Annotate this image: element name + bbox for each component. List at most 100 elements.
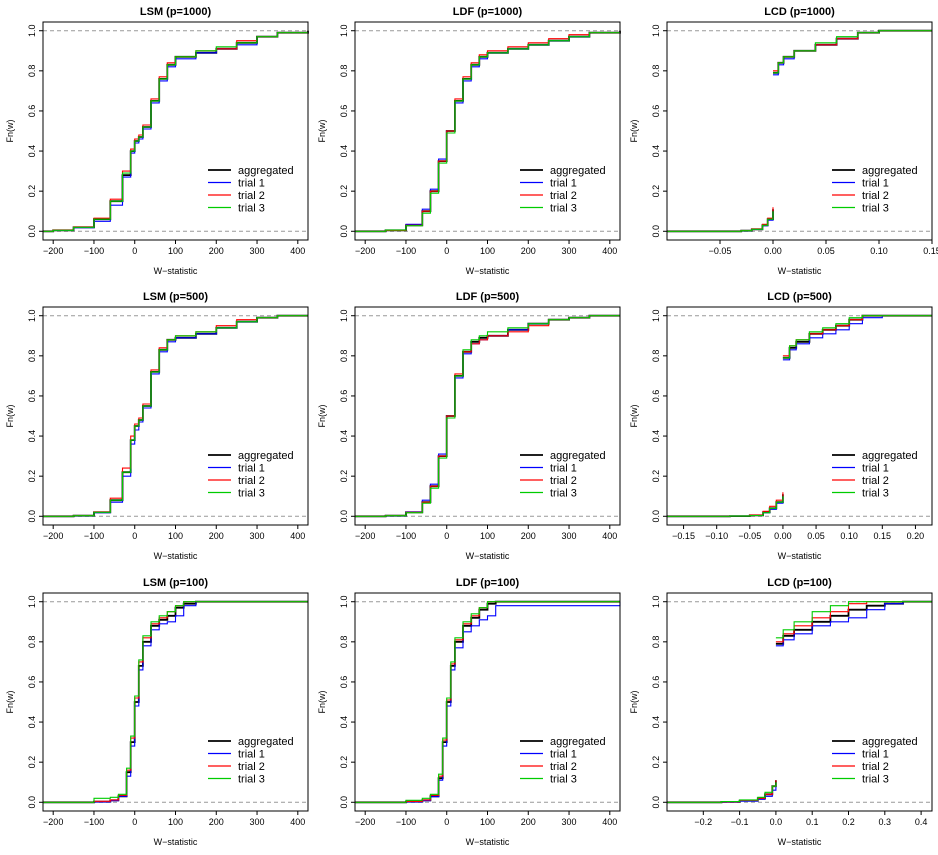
x-tick-label: 200 xyxy=(521,531,536,541)
y-tick-label: 0.2 xyxy=(651,470,661,483)
y-tick-label: 1.0 xyxy=(339,24,349,37)
series-line-aggregated xyxy=(667,29,932,233)
x-tick-label: 100 xyxy=(480,246,495,256)
legend-label: trial 2 xyxy=(862,190,889,202)
y-tick-label: 0.2 xyxy=(339,185,349,198)
legend-label: aggregated xyxy=(238,165,294,177)
y-tick-label: 0.6 xyxy=(651,390,661,403)
legend-label: trial 3 xyxy=(550,488,577,500)
x-tick-label: 0.20 xyxy=(907,531,925,541)
x-axis-label: W−statistic xyxy=(154,551,198,561)
series-line-trial-1 xyxy=(355,601,621,803)
series-line-trial-2 xyxy=(43,315,308,517)
panel-1: LSM (p=1000) −200 −100 0 100 200 300 400 0.0 0.2 0… xyxy=(5,6,309,276)
x-tick-label: 400 xyxy=(290,531,305,541)
y-tick-label: 0.8 xyxy=(651,350,661,363)
y-tick-label: 1.0 xyxy=(27,309,37,322)
x-tick-label: 200 xyxy=(521,246,536,256)
panel-4: LSM (p=500) −200 −100 0 100 200 300 400 0.0 0.2 0.… xyxy=(5,291,309,561)
x-tick-label: 0 xyxy=(444,531,449,541)
x-tick-label: 0.10 xyxy=(870,246,888,256)
y-tick-label: 0.2 xyxy=(27,756,37,769)
y-tick-label: 0.4 xyxy=(27,145,37,158)
legend-label: trial 2 xyxy=(550,190,577,202)
y-tick-label: 0.0 xyxy=(27,225,37,238)
legend-label: trial 1 xyxy=(550,463,577,475)
x-tick-label: 400 xyxy=(602,246,617,256)
legend-label: aggregated xyxy=(862,736,918,748)
panel-5: LDF (p=500) −200 −100 0 100 200 300 400 0.0 0.2 0.… xyxy=(317,291,621,561)
series-line-trial-1 xyxy=(667,30,932,232)
series-line-trial-3 xyxy=(667,601,932,803)
y-tick-label: 0.4 xyxy=(339,145,349,158)
y-tick-label: 1.0 xyxy=(651,309,661,322)
y-tick-label: 0.8 xyxy=(339,350,349,363)
x-tick-label: 300 xyxy=(250,246,265,256)
x-tick-label: 300 xyxy=(250,531,265,541)
y-tick-label: 0.0 xyxy=(339,510,349,523)
panel-title: LDF (p=100) xyxy=(456,577,520,589)
x-tick-label: −100 xyxy=(84,817,104,827)
y-tick-label: 1.0 xyxy=(27,595,37,608)
panel-9: LCD (p=100) −0.2 −0.1 0.0 0.1 0.2 0.3 0.4 0.0 0.2… xyxy=(629,577,933,847)
y-axis-label: Fn(w) xyxy=(5,405,15,428)
x-tick-label: −0.10 xyxy=(705,531,728,541)
x-tick-label: 200 xyxy=(209,246,224,256)
legend-label: trial 3 xyxy=(550,774,577,786)
legend-label: trial 1 xyxy=(238,463,265,475)
x-axis-label: W−statistic xyxy=(778,837,822,847)
x-axis-label: W−statistic xyxy=(778,551,822,561)
legend-label: trial 3 xyxy=(550,203,577,215)
series-line-trial-1 xyxy=(667,315,932,517)
series-line-trial-2 xyxy=(667,315,932,517)
x-tick-label: 200 xyxy=(521,817,536,827)
legend-label: trial 2 xyxy=(550,761,577,773)
x-tick-label: 0.0 xyxy=(770,817,783,827)
legend-label: trial 2 xyxy=(238,190,265,202)
legend-label: trial 1 xyxy=(862,178,889,190)
x-tick-label: −0.2 xyxy=(694,817,712,827)
x-tick-label: −200 xyxy=(43,246,63,256)
series-line-aggregated xyxy=(43,314,308,518)
legend-label: trial 3 xyxy=(862,203,889,215)
x-tick-label: −200 xyxy=(43,531,63,541)
y-axis-label: Fn(w) xyxy=(629,405,639,428)
legend-label: trial 2 xyxy=(550,475,577,487)
x-tick-label: 100 xyxy=(480,817,495,827)
y-tick-label: 0.6 xyxy=(27,676,37,689)
legend-label: trial 1 xyxy=(238,178,265,190)
x-tick-label: 100 xyxy=(168,246,183,256)
y-tick-label: 0.8 xyxy=(27,65,37,78)
legend-label: aggregated xyxy=(862,165,918,177)
x-tick-label: 400 xyxy=(290,817,305,827)
y-axis-label: Fn(w) xyxy=(317,405,327,428)
x-tick-label: −200 xyxy=(355,531,375,541)
x-tick-label: 300 xyxy=(250,817,265,827)
y-tick-label: 0.8 xyxy=(27,636,37,649)
panel-title: LCD (p=500) xyxy=(767,291,832,303)
legend-label: trial 1 xyxy=(238,749,265,761)
plot-frame xyxy=(42,592,309,812)
y-tick-label: 0.6 xyxy=(651,105,661,118)
legend-label: trial 3 xyxy=(862,488,889,500)
x-tick-label: 100 xyxy=(168,817,183,827)
x-tick-label: −100 xyxy=(396,246,416,256)
x-tick-label: −100 xyxy=(396,817,416,827)
x-tick-label: 0.2 xyxy=(842,817,855,827)
series-line-trial-2 xyxy=(355,315,620,517)
x-tick-label: −100 xyxy=(396,531,416,541)
legend-label: trial 2 xyxy=(238,761,265,773)
y-tick-label: 0.8 xyxy=(339,636,349,649)
legend-label: trial 1 xyxy=(550,749,577,761)
series-line-trial-1 xyxy=(43,601,308,803)
panel-title: LSM (p=1000) xyxy=(140,6,212,18)
y-tick-label: 0.2 xyxy=(27,185,37,198)
panel-3: LCD (p=1000) −0.05 0.00 0.05 0.10 0.15 0.0 0.2 0… xyxy=(629,6,938,276)
y-tick-label: 0.8 xyxy=(651,636,661,649)
y-axis-label: Fn(w) xyxy=(5,120,15,143)
x-tick-label: 400 xyxy=(290,246,305,256)
y-tick-label: 0.0 xyxy=(339,796,349,809)
y-tick-label: 0.6 xyxy=(651,676,661,689)
x-tick-label: 300 xyxy=(562,531,577,541)
legend-label: trial 3 xyxy=(238,774,265,786)
